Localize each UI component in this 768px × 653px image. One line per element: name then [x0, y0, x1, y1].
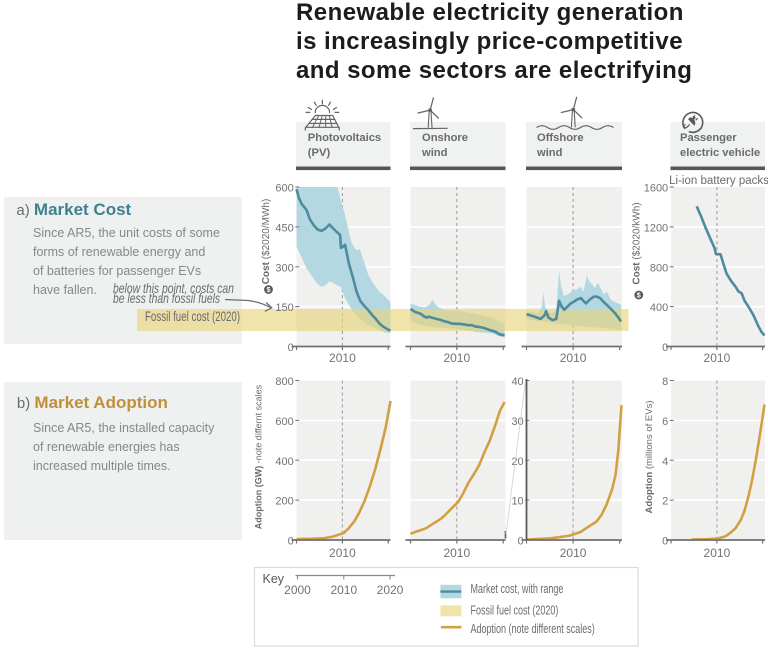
- svg-text:2000: 2000: [284, 583, 311, 597]
- svg-text:40: 40: [511, 376, 523, 388]
- svg-text:Cost ($2020/MWh): Cost ($2020/MWh): [261, 199, 272, 285]
- svg-text:2010: 2010: [329, 546, 356, 560]
- svg-text:2010: 2010: [560, 351, 587, 365]
- svg-text:2010: 2010: [560, 546, 587, 560]
- svg-text:600: 600: [275, 416, 293, 428]
- svg-text:Key: Key: [263, 572, 285, 586]
- svg-text:0: 0: [288, 536, 294, 548]
- svg-text:Adoption (millions of EVs): Adoption (millions of EVs): [644, 401, 655, 514]
- svg-text:Cost ($2020/kWh): Cost ($2020/kWh): [632, 202, 643, 284]
- svg-text:20: 20: [511, 456, 523, 468]
- svg-text:Market cost, with range: Market cost, with range: [471, 583, 564, 597]
- svg-text:400: 400: [650, 302, 668, 314]
- svg-text:400: 400: [275, 456, 293, 468]
- svg-text:2010: 2010: [329, 351, 356, 365]
- svg-text:2010: 2010: [330, 583, 357, 597]
- svg-text:0: 0: [662, 536, 668, 548]
- svg-text:2010: 2010: [704, 351, 731, 365]
- svg-text:$: $: [637, 291, 641, 300]
- svg-text:1200: 1200: [644, 223, 668, 235]
- svg-text:200: 200: [275, 496, 293, 508]
- svg-text:2010: 2010: [443, 351, 470, 365]
- svg-text:6: 6: [662, 416, 668, 428]
- svg-text:450: 450: [275, 223, 293, 235]
- svg-text:0: 0: [288, 342, 294, 354]
- svg-text:300: 300: [275, 262, 293, 274]
- svg-text:30: 30: [511, 416, 523, 428]
- svg-text:2020: 2020: [377, 583, 404, 597]
- svg-text:$: $: [267, 285, 271, 294]
- svg-text:1600: 1600: [644, 183, 668, 195]
- svg-text:2010: 2010: [443, 546, 470, 560]
- svg-text:8: 8: [662, 376, 668, 388]
- svg-text:10: 10: [511, 496, 523, 508]
- svg-text:800: 800: [650, 262, 668, 274]
- svg-text:0: 0: [518, 536, 524, 548]
- svg-text:0: 0: [662, 342, 668, 354]
- svg-text:Adoption (GW) -note differnt s: Adoption (GW) -note differnt scales: [254, 384, 264, 529]
- svg-text:4: 4: [662, 456, 668, 468]
- svg-text:150: 150: [275, 302, 293, 314]
- svg-text:800: 800: [275, 376, 293, 388]
- svg-text:Adoption (note different scale: Adoption (note different scales): [471, 623, 595, 637]
- svg-text:2010: 2010: [704, 546, 731, 560]
- svg-text:2: 2: [662, 496, 668, 508]
- svg-text:Fossil fuel cost (2020): Fossil fuel cost (2020): [471, 604, 559, 618]
- svg-text:600: 600: [275, 183, 293, 195]
